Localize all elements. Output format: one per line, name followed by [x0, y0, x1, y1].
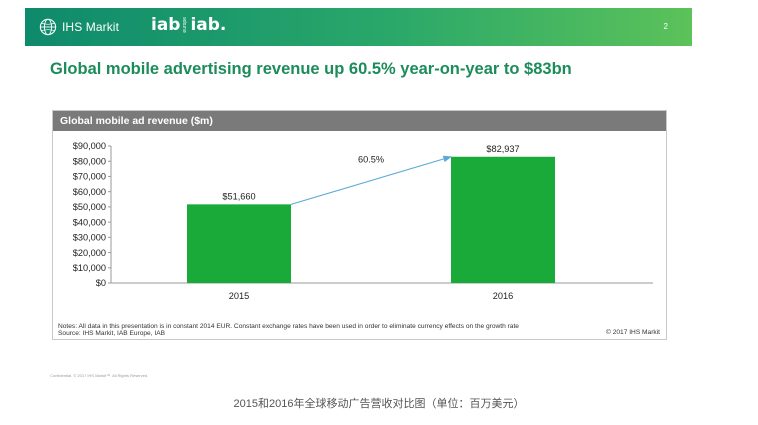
chart-source: Source: IHS Markit, IAB Europe, IAB — [58, 330, 166, 337]
value-label-2016: $82,937 — [486, 144, 519, 154]
category-label-2015: 2015 — [229, 291, 249, 301]
growth-annotation: 60.5% — [358, 155, 384, 165]
chart-title: Global mobile ad revenue ($m) — [60, 115, 213, 127]
chart-notes: Notes: All data in this presentation is … — [58, 323, 519, 330]
y-tick-label: $50,000 — [73, 202, 106, 212]
iab-left-logo: iab — [151, 15, 181, 35]
iab-right-logo: iab. — [190, 15, 227, 35]
y-tick-label: $70,000 — [73, 172, 106, 182]
bar-2016 — [451, 156, 555, 283]
chart-panel: Global mobile ad revenue ($m) $0 $10,000 $… — [52, 110, 667, 340]
chart-header: Global mobile ad revenue ($m) — [53, 111, 666, 131]
y-tick-label: $80,000 — [73, 156, 106, 166]
image-caption: 2015和2016年全球移动广告营收对比图（单位：百万美元） — [233, 398, 525, 410]
iab-logos: iab europe iab. — [151, 15, 226, 35]
page-number: 2 — [663, 22, 668, 31]
iab-europe-label: europe — [182, 17, 189, 33]
bar-2015 — [187, 204, 291, 283]
y-tick-label: $30,000 — [73, 233, 106, 243]
ihs-markit-logo: IHS Markit — [39, 16, 119, 38]
y-tick-label: $40,000 — [73, 217, 106, 227]
brand-name: IHS Markit — [62, 20, 120, 34]
y-tick-label: $90,000 — [73, 141, 106, 151]
y-tick-label: $0 — [96, 278, 106, 288]
y-tick-label: $10,000 — [73, 263, 106, 273]
growth-arrow — [290, 155, 453, 205]
copyright: © 2017 IHS Markit — [606, 329, 660, 336]
globe-icon — [39, 18, 57, 36]
bar-layer — [187, 156, 555, 283]
label-layer: $51,660 2015 $82,937 2016 60.5% — [222, 144, 519, 301]
category-label-2016: 2016 — [493, 291, 513, 301]
y-tick-label: $60,000 — [73, 187, 106, 197]
y-tick-label: $20,000 — [73, 248, 106, 258]
confidential-footer: Confidential. © 2017 IHS Markit™. All Ri… — [50, 373, 149, 378]
slide-title: Global mobile advertising revenue up 60.… — [50, 60, 572, 78]
bar-chart: $0 $10,000 $20,000 $30,000 $40,000 $50,000 $60… — [73, 141, 653, 301]
axis-layer: $0 $10,000 $20,000 $30,000 $40,000 $50,000 $60… — [73, 141, 653, 288]
header-band: IHS Markit iab europe iab. 2 — [25, 8, 692, 46]
value-label-2015: $51,660 — [222, 191, 255, 201]
